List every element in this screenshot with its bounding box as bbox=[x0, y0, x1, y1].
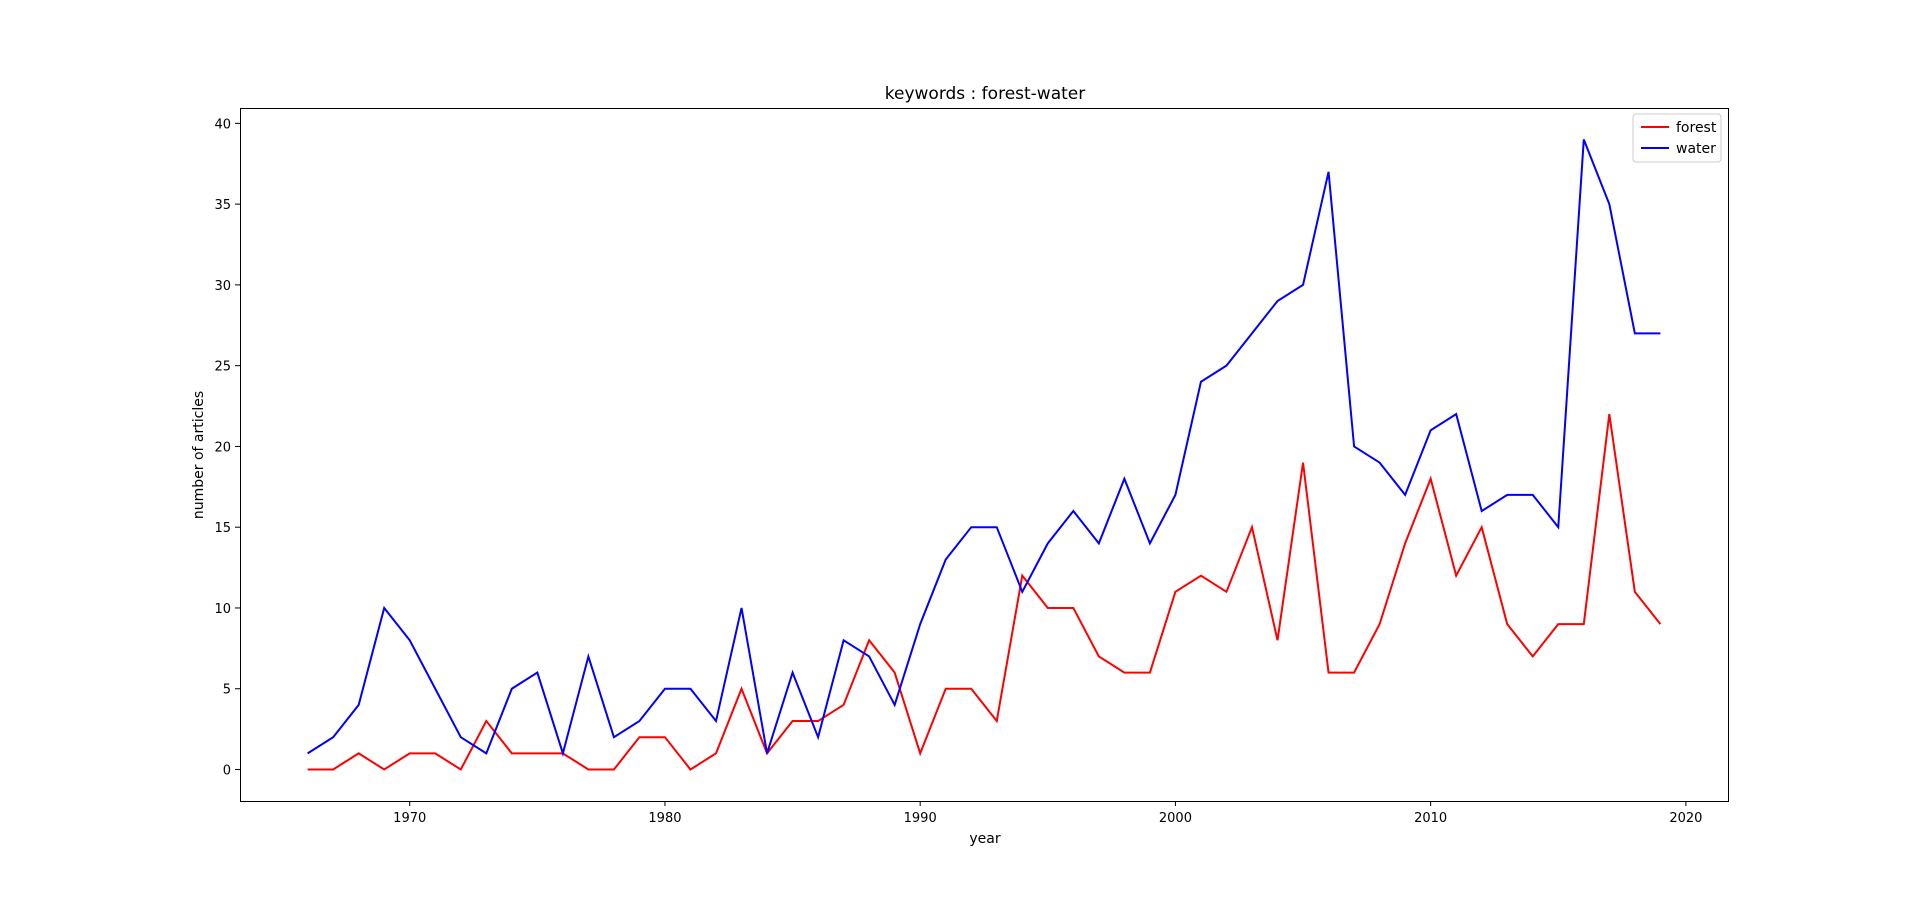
x-tick-label: 1980 bbox=[648, 811, 681, 826]
y-tick-label: 35 bbox=[214, 198, 231, 213]
y-tick-label: 20 bbox=[214, 440, 231, 455]
y-tick-label: 40 bbox=[214, 117, 231, 132]
axes-frame bbox=[240, 108, 1729, 802]
x-axis-label: year bbox=[969, 831, 1000, 847]
series-line-water bbox=[307, 139, 1661, 757]
plot-area bbox=[307, 139, 1662, 771]
y-tick-label: 25 bbox=[214, 360, 231, 375]
legend-label-forest: forest bbox=[1676, 120, 1717, 136]
x-tick-label: 2010 bbox=[1414, 811, 1447, 826]
y-tick-label: 5 bbox=[223, 683, 231, 698]
y-tick-label: 0 bbox=[223, 764, 231, 779]
x-tick-label: 1970 bbox=[393, 811, 426, 826]
legend: forest water bbox=[1632, 113, 1722, 163]
x-tick-label: 2000 bbox=[1159, 811, 1192, 826]
series-line-forest bbox=[307, 413, 1662, 771]
y-axis-label: number of articles bbox=[191, 391, 207, 519]
legend-label-water: water bbox=[1676, 141, 1716, 157]
x-tick-label: 1990 bbox=[904, 811, 937, 826]
y-tick-label: 30 bbox=[214, 279, 231, 294]
y-tick-label: 10 bbox=[214, 602, 231, 617]
y-tick-label: 15 bbox=[214, 521, 231, 536]
x-tick-label: 2020 bbox=[1669, 811, 1702, 826]
chart-title: keywords : forest-water bbox=[885, 84, 1086, 104]
